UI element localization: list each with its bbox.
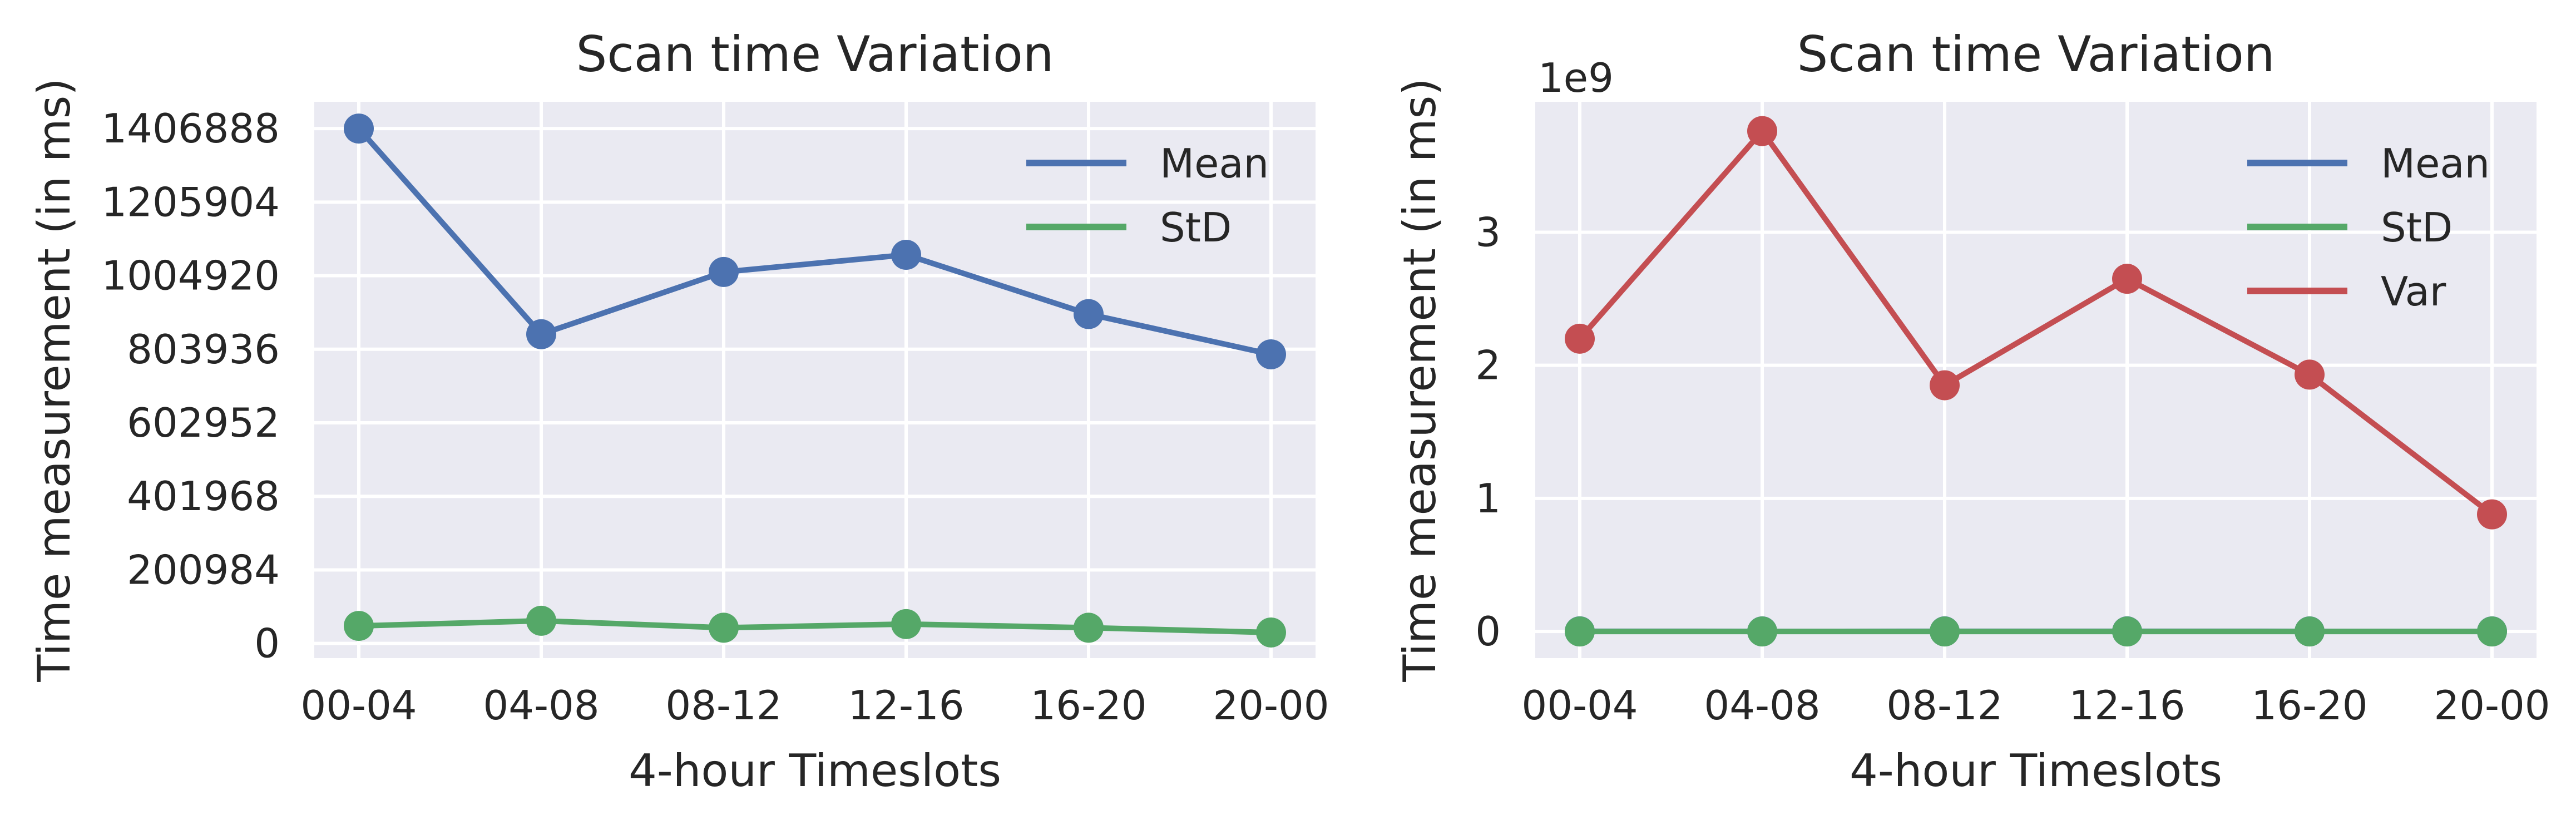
left-chart: 0 200984 401968 602952 803936 1004920 1205904 1… xyxy=(28,26,1329,797)
series-line-std xyxy=(358,617,1272,635)
y-tick-label: 1205904 xyxy=(101,179,280,225)
y-tick-label: 602952 xyxy=(127,399,280,446)
data-point-std xyxy=(1256,617,1286,648)
y-tick-label: 1004920 xyxy=(101,253,280,299)
x-axis-label: 4-hour Timeslots xyxy=(1850,745,2222,797)
legend-label: Mean xyxy=(1160,140,1269,187)
y-tick-label: 0 xyxy=(1475,608,1501,655)
data-point-std xyxy=(709,612,739,643)
data-point-mean xyxy=(344,113,374,144)
x-tick-label: 16-20 xyxy=(2251,682,2367,729)
x-tick-label: 04-08 xyxy=(1704,682,1820,729)
right-chart: 0 1 2 3 00-04 04-08 08-12 12-16 16-20 20-00 Scan t… xyxy=(1394,26,2550,797)
data-point-mean xyxy=(526,319,556,349)
series-var xyxy=(1565,116,2507,530)
data-point-std xyxy=(1565,616,1595,647)
data-point-std xyxy=(2295,616,2325,647)
y-tick-label: 401968 xyxy=(127,473,280,520)
y-tick-label: 200984 xyxy=(127,546,280,593)
x-tick-label: 20-00 xyxy=(2434,682,2550,729)
series-line-var xyxy=(1578,128,2494,517)
legend-label: Var xyxy=(2381,268,2446,315)
x-tick-label: 20-00 xyxy=(1213,682,1329,729)
x-tick-label: 04-08 xyxy=(483,682,599,729)
data-point-std xyxy=(1930,616,1960,647)
data-point-var xyxy=(1930,370,1960,401)
grid-lines xyxy=(314,102,1316,658)
series-std xyxy=(1565,616,2507,647)
data-point-std xyxy=(526,605,556,636)
y-tick-label: 0 xyxy=(254,620,280,667)
x-axis-label: 4-hour Timeslots xyxy=(629,745,1001,797)
data-point-mean xyxy=(1074,299,1104,329)
legend-label: StD xyxy=(2381,204,2453,251)
series-std xyxy=(344,605,1286,648)
data-point-std xyxy=(2477,616,2507,647)
x-tick-label: 08-12 xyxy=(665,682,782,729)
chart-title: Scan time Variation xyxy=(576,26,1054,83)
plot-area xyxy=(1535,102,2537,658)
data-point-var xyxy=(2477,499,2507,530)
data-point-mean xyxy=(891,240,921,270)
y-tick-label: 1406888 xyxy=(101,105,280,152)
series-line-mean xyxy=(357,126,1272,357)
x-tick-label: 16-20 xyxy=(1030,682,1146,729)
data-point-mean xyxy=(1256,339,1286,369)
x-tick-label: 08-12 xyxy=(1886,682,2003,729)
y-offset-label: 1e9 xyxy=(1538,55,1614,101)
legend-label: Mean xyxy=(2381,140,2490,187)
data-point-mean xyxy=(709,256,739,287)
y-axis-label: Time measurement (in ms) xyxy=(1394,78,1446,682)
y-tick-label: 1 xyxy=(1475,475,1501,522)
x-tick-label: 00-04 xyxy=(1521,682,1638,729)
x-tick-label: 12-16 xyxy=(848,682,964,729)
data-point-std xyxy=(891,609,921,639)
data-point-std xyxy=(2112,616,2142,647)
data-point-var xyxy=(2295,359,2325,390)
data-point-std xyxy=(344,611,374,641)
legend: Mean StD xyxy=(1026,140,1269,251)
series-mean xyxy=(344,113,1286,369)
chart-title: Scan time Variation xyxy=(1797,26,2275,83)
x-tick-label: 12-16 xyxy=(2069,682,2185,729)
y-tick-label: 3 xyxy=(1475,209,1501,255)
data-point-var xyxy=(2112,264,2142,294)
legend-label: StD xyxy=(1160,204,1232,251)
data-point-var xyxy=(1565,323,1595,354)
data-point-std xyxy=(1074,612,1104,643)
legend: Mean StD Var xyxy=(2247,140,2490,315)
data-point-var xyxy=(1747,116,1777,146)
plot-area xyxy=(314,102,1316,658)
y-tick-label: 2 xyxy=(1475,342,1501,389)
y-axis-label: Time measurement (in ms) xyxy=(28,78,80,682)
x-tick-label: 00-04 xyxy=(300,682,417,729)
data-point-std xyxy=(1747,616,1777,647)
y-tick-label: 803936 xyxy=(127,326,280,373)
